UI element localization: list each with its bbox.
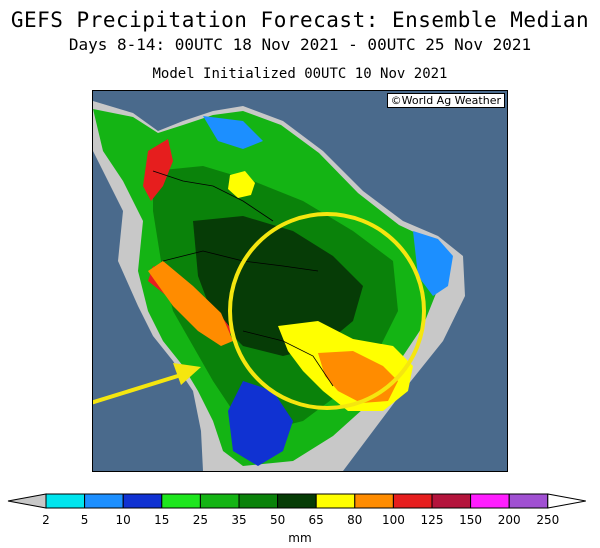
legend-tick-label: 65 xyxy=(309,513,324,527)
andes-orange-peru xyxy=(148,261,233,346)
precip-10-northeast xyxy=(413,231,453,296)
model-init-time: Model Initialized 00UTC 10 Nov 2021 xyxy=(152,66,448,82)
legend-color-cell xyxy=(122,493,163,509)
precipitation-map: ©World Ag Weather xyxy=(92,90,508,472)
legend-below-arrow xyxy=(7,493,47,509)
legend-tick-label: 35 xyxy=(231,513,246,527)
map-canvas xyxy=(93,101,465,471)
legend-tick-label: 200 xyxy=(498,513,521,527)
legend-above-arrow xyxy=(547,493,586,509)
annotation-circle xyxy=(228,212,426,410)
precip-80-north xyxy=(228,171,255,198)
map-title: GEFS Precipitation Forecast: Ensemble Me… xyxy=(10,8,590,32)
legend-color-cell xyxy=(392,493,433,509)
credit-label: ©World Ag Weather xyxy=(386,93,505,108)
legend-tick-label: 50 xyxy=(270,513,285,527)
legend-tick-label: 80 xyxy=(347,513,362,527)
legend-color-cell xyxy=(161,493,201,509)
land-green-65 xyxy=(193,216,363,356)
annotation-arrow xyxy=(93,363,201,405)
legend-color-cell xyxy=(199,493,240,509)
legend-tick-label: 15 xyxy=(154,513,169,527)
legend-tick-label: 2 xyxy=(42,513,50,527)
legend-color-cell xyxy=(315,493,356,509)
legend-color-cell xyxy=(508,493,549,509)
legend-tick-label: 5 xyxy=(81,513,89,527)
legend-unit: mm xyxy=(288,531,311,545)
legend-tick-label: 125 xyxy=(421,513,444,527)
legend-color-cell xyxy=(45,493,86,509)
legend-color-cell xyxy=(238,493,279,509)
forecast-period: Days 8-14: 00UTC 18 Nov 2021 - 00UTC 25 … xyxy=(68,35,532,54)
legend-tick-label: 250 xyxy=(536,513,559,527)
precip-15-venezuela xyxy=(203,116,263,149)
legend-tick-label: 25 xyxy=(193,513,208,527)
legend-tick-label: 150 xyxy=(459,513,482,527)
precip-100-core xyxy=(318,351,398,403)
legend-color-cell xyxy=(84,493,124,509)
legend-tick-label: 100 xyxy=(382,513,405,527)
legend-color-cells xyxy=(7,493,586,509)
precip-10-south xyxy=(228,381,293,466)
legend-color-cell xyxy=(354,493,394,509)
legend-color-cell xyxy=(431,493,472,509)
legend-tick-labels: 2 5 10 15 25 35 50 65 80 100 125 150 200 250 xyxy=(42,513,559,527)
andes-red-north xyxy=(143,139,173,201)
legend-color-cell xyxy=(277,493,317,509)
precipitation-legend: 2 5 10 15 25 35 50 65 80 100 125 150 200 250 mm xyxy=(7,493,586,545)
legend-tick-label: 10 xyxy=(116,513,131,527)
legend-color-cell xyxy=(470,493,510,509)
